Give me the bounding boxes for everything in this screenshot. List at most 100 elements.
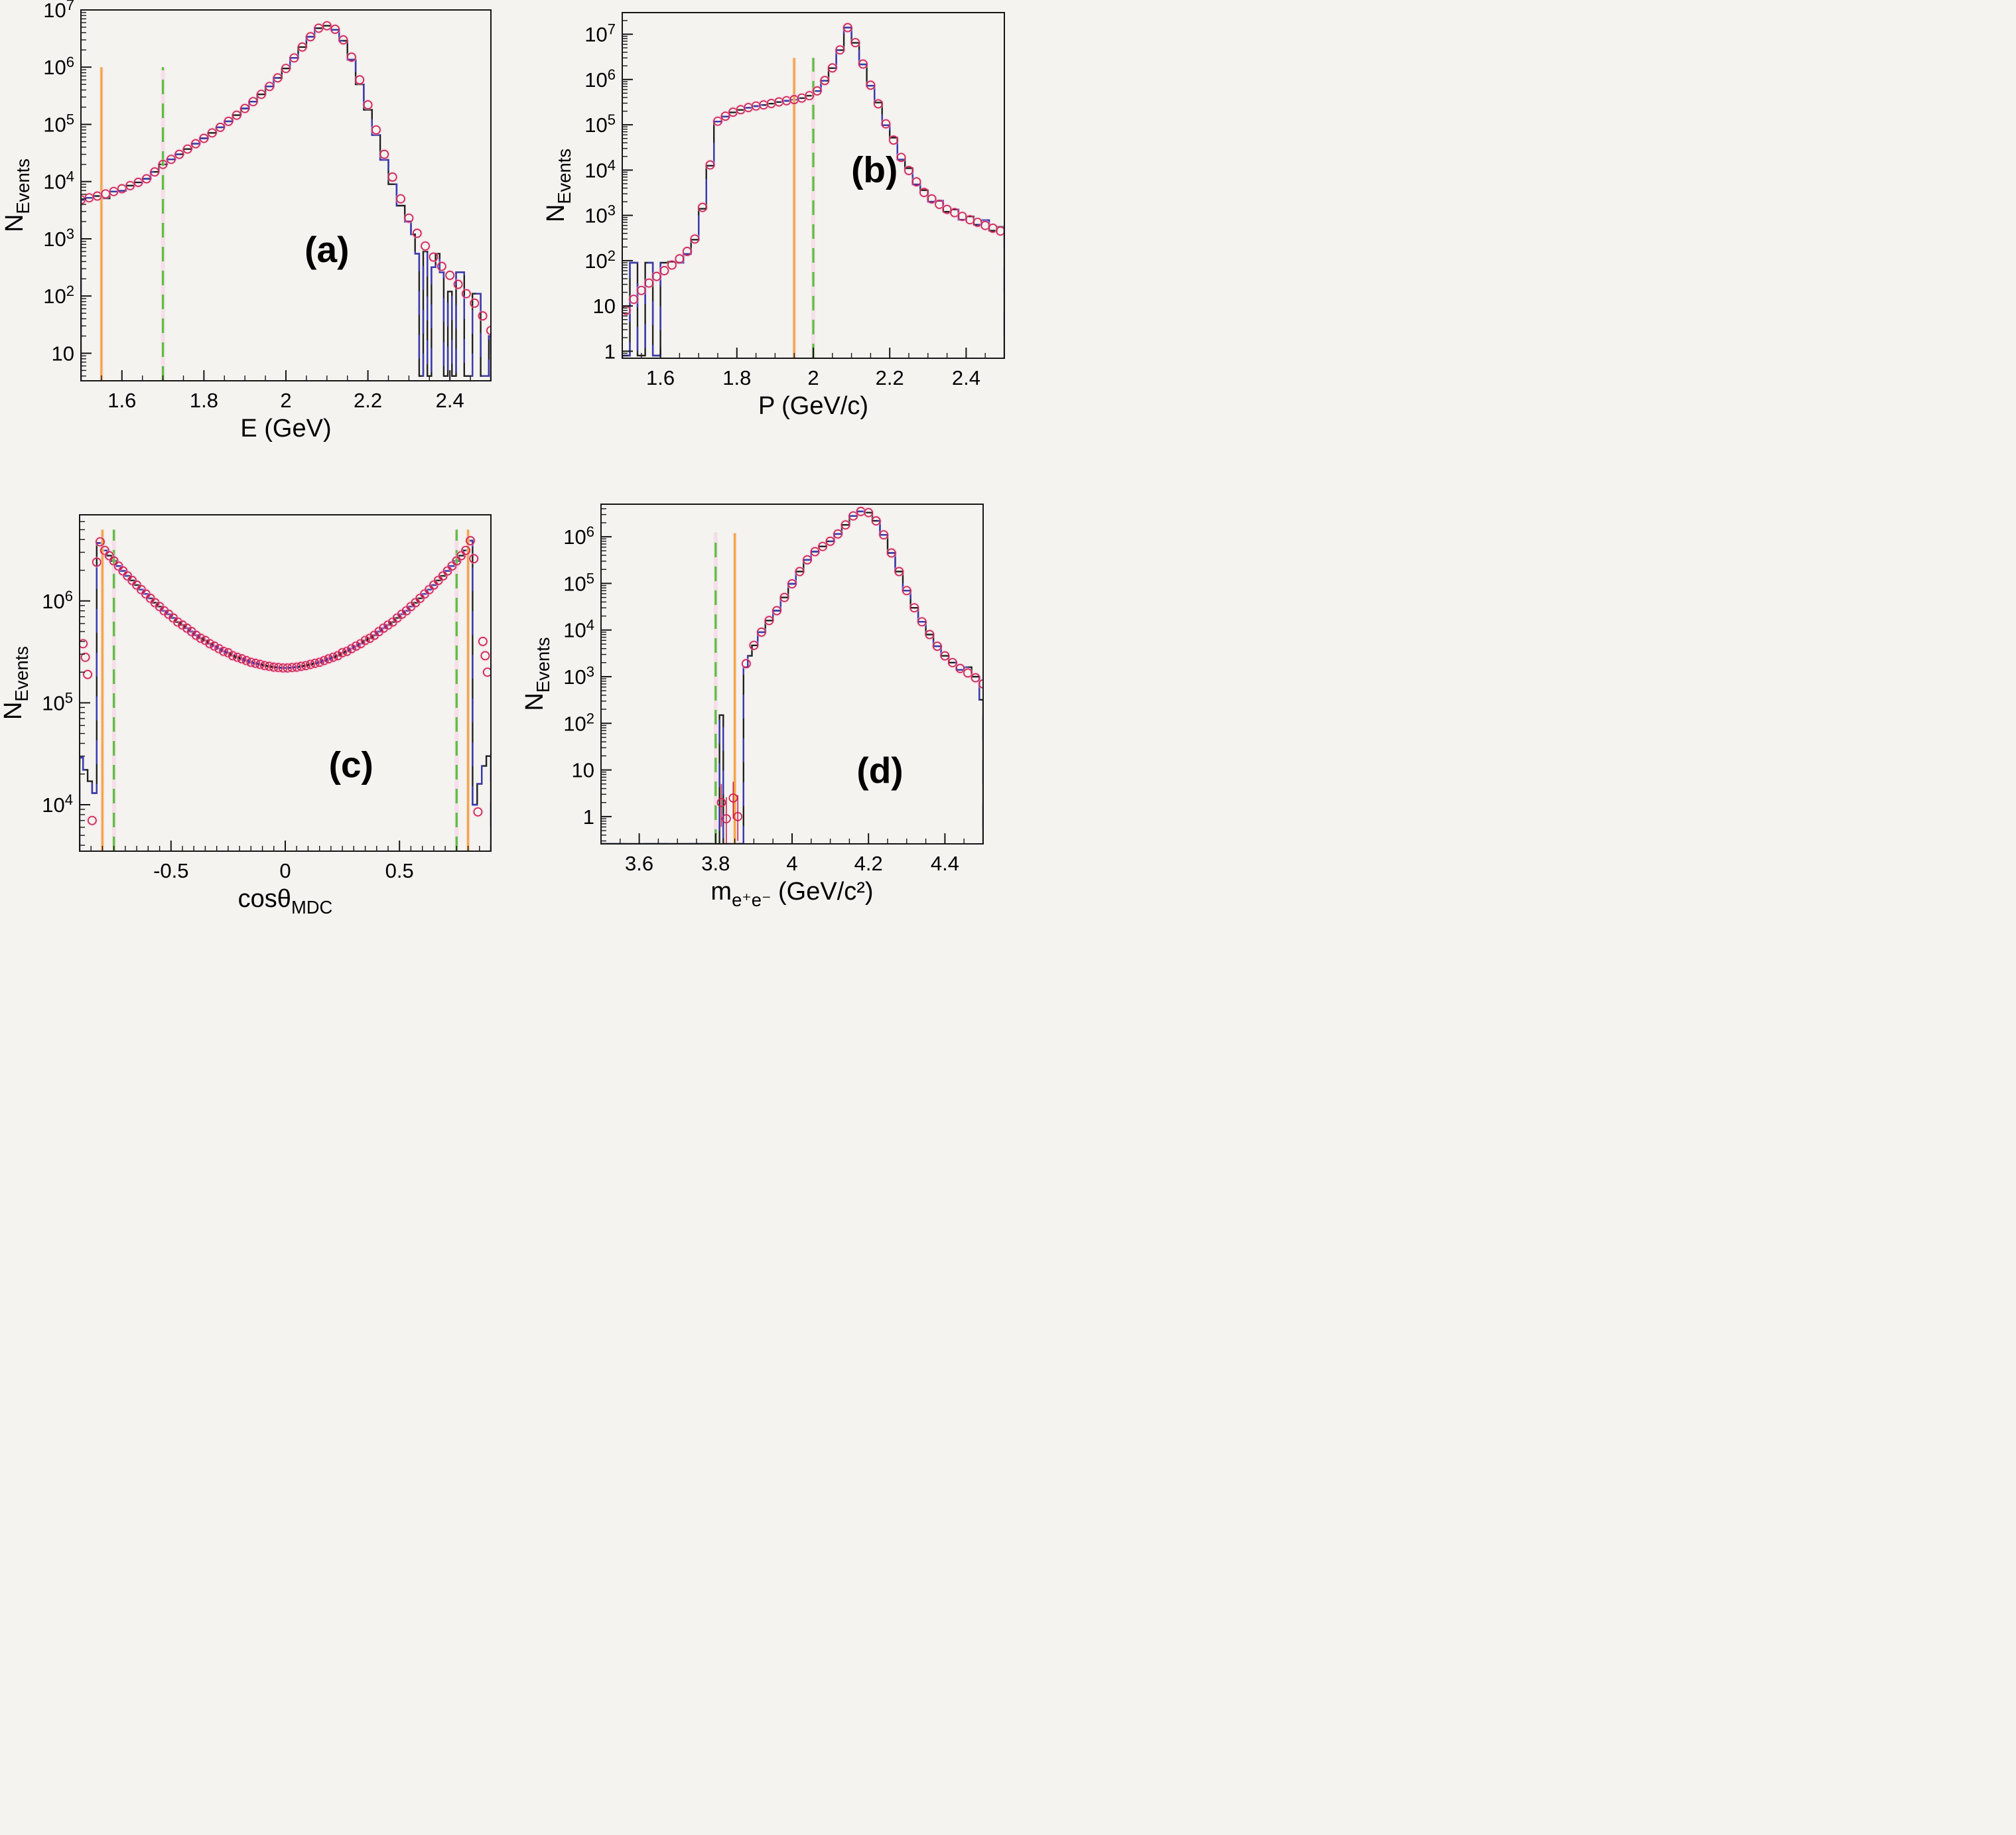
- plot-area-b: [622, 22, 1004, 358]
- data-marker: [462, 289, 471, 299]
- data-marker: [425, 584, 434, 594]
- data-marker: [173, 617, 182, 627]
- data-marker: [636, 285, 646, 295]
- data-marker: [333, 651, 343, 661]
- data-marker: [805, 91, 815, 101]
- histogram-line-blue: [601, 510, 983, 844]
- data-marker: [833, 529, 842, 539]
- data-marker: [199, 133, 209, 143]
- x-tick-label: 2.4: [952, 366, 980, 389]
- y-axis: 1 10 102 103 104 105 106 107: [584, 12, 633, 363]
- data-marker: [265, 82, 275, 92]
- data-marker: [466, 536, 475, 545]
- data-marker: [835, 45, 845, 55]
- data-marker: [342, 646, 352, 656]
- x-axis: 1.6 1.8 2 2.2 2.4: [641, 348, 986, 389]
- panel-a-chart: 1.6 1.8 2 2.2 2.4 10 102 103 104 105 106 107 E (GeV)…: [1, 0, 492, 442]
- data-markers: [81, 20, 491, 336]
- data-marker: [438, 571, 448, 580]
- panel-letter: (c): [329, 744, 373, 785]
- data-marker: [909, 603, 919, 613]
- data-marker: [942, 204, 952, 214]
- data-marker: [383, 620, 393, 630]
- data-marker: [917, 617, 927, 627]
- data-marker: [196, 634, 206, 643]
- data-marker: [360, 636, 370, 646]
- data-marker: [886, 548, 896, 558]
- y-tick-label: 105: [563, 570, 594, 595]
- data-marker: [287, 663, 297, 673]
- y-axis-title: NEvents: [521, 637, 553, 711]
- y-axis-title: NEvents: [0, 646, 32, 720]
- data-marker: [963, 668, 973, 678]
- data-marker: [182, 144, 192, 154]
- data-marker: [96, 537, 105, 547]
- data-marker: [683, 247, 692, 256]
- data-marker: [469, 554, 479, 563]
- x-tick-label: 3.8: [701, 852, 730, 875]
- data-marker: [874, 99, 883, 109]
- x-tick-label: 2.4: [436, 389, 464, 412]
- x-axis-title: P (GeV/c): [758, 392, 868, 420]
- panel-c-chart: -0.5 0 0.5 104 105 106 cosθMDC NEvents (c): [0, 514, 492, 918]
- data-marker: [365, 634, 375, 643]
- data-marker: [902, 586, 911, 596]
- data-marker: [207, 128, 217, 138]
- data-marker: [478, 637, 488, 646]
- x-tick-label: 2.2: [354, 389, 382, 412]
- data-marker: [273, 73, 283, 83]
- panel-c: (c) -0.5 0 0.5 104 105 106 cosθMDC NEvents (c): [0, 459, 504, 918]
- data-marker: [772, 606, 781, 616]
- data-marker: [210, 642, 220, 651]
- x-axis: 3.6 3.8 4 4.2 4.4: [620, 833, 965, 875]
- y-tick-label: 1: [604, 340, 616, 363]
- data-marker: [971, 673, 980, 683]
- data-marker: [429, 580, 438, 590]
- data-marker: [396, 194, 405, 204]
- data-marker: [338, 648, 347, 657]
- panel-b: (b) 1.6 1.8 2 2.2 2.4 1 10 102 103 104 105 106 107 P …: [504, 0, 1008, 459]
- data-marker: [698, 202, 707, 212]
- x-axis: 1.6 1.8 2 2.2 2.4: [101, 370, 471, 412]
- data-marker: [973, 218, 982, 228]
- plot-area-d: [601, 506, 983, 844]
- plot-area-c: [80, 529, 491, 851]
- data-marker: [191, 630, 201, 640]
- data-marker: [328, 652, 338, 662]
- data-marker: [957, 212, 967, 222]
- data-marker: [478, 311, 488, 320]
- data-marker: [667, 260, 677, 270]
- data-marker: [88, 815, 97, 825]
- histogram-line-black: [81, 25, 491, 381]
- x-tick-label: 1.8: [190, 389, 218, 412]
- data-marker: [644, 278, 654, 288]
- data-marker: [940, 651, 950, 661]
- data-marker: [260, 661, 269, 671]
- data-marker: [301, 661, 310, 671]
- y-axis-title: NEvents: [542, 149, 574, 222]
- panel-a: (a) 1.6 1.8 2 2.2 2.4 10 102 103 104 105 106 107 E (…: [0, 0, 504, 459]
- data-marker: [330, 25, 340, 34]
- x-tick-label: 1.6: [107, 389, 136, 412]
- data-marker: [84, 193, 94, 203]
- data-marker: [92, 557, 101, 567]
- data-marker: [379, 149, 389, 159]
- data-marker: [925, 630, 935, 640]
- data-marker: [779, 592, 789, 602]
- y-tick-label: 105: [584, 111, 616, 137]
- data-marker: [429, 252, 438, 262]
- data-marker: [109, 556, 119, 566]
- x-tick-label: 4: [786, 852, 797, 875]
- y-tick-label: 106: [43, 54, 74, 79]
- x-tick-label: 2: [807, 366, 819, 389]
- data-marker: [437, 261, 446, 271]
- data-marker: [705, 160, 715, 170]
- y-axis-title: NEvents: [1, 159, 33, 232]
- data-marker: [980, 220, 990, 230]
- x-tick-label: 2: [280, 389, 291, 412]
- data-marker: [421, 241, 430, 251]
- y-axis: 1 10 102 103 104 105 106: [563, 504, 612, 842]
- data-marker: [933, 642, 942, 651]
- x-tick-label: 4.4: [931, 852, 959, 875]
